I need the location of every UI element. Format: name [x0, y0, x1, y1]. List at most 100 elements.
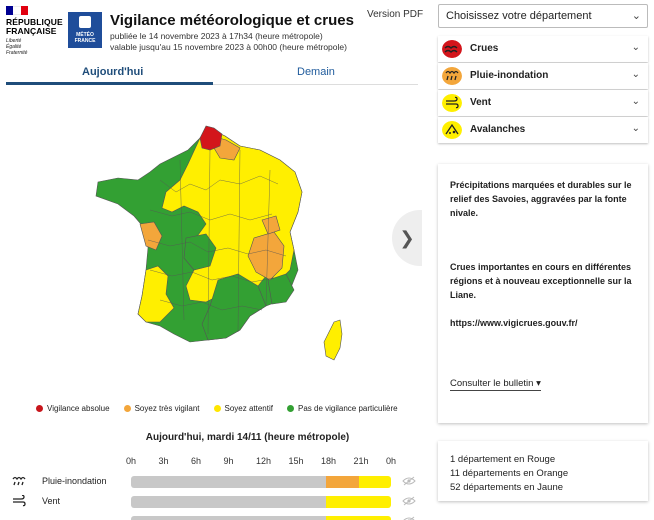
chevron-down-icon: ⌄ [631, 69, 640, 80]
bulletin-paragraph-1: Précipitations marquées et durables sur … [450, 180, 632, 218]
count-red: 1 département en Rouge [450, 454, 556, 465]
phenomenon-vent[interactable]: Vent ⌄ [438, 90, 648, 116]
tab-active-indicator [6, 82, 213, 85]
vigicrues-link[interactable]: https://www.vigicrues.gouv.fr/ [450, 318, 578, 328]
timeline-hour-label: 18h [321, 456, 337, 466]
timeline-segment [131, 476, 326, 488]
french-flag-icon [6, 6, 28, 15]
published-date: publiée le 14 novembre 2023 à 17h34 (heu… [110, 31, 323, 41]
phenomenon-label: Vent [470, 97, 492, 108]
phenomenon-crues[interactable]: Crues ⌄ [438, 36, 648, 62]
timeline-row-pluie-inondation: Pluie-inondation [0, 474, 420, 490]
timeline-segment [358, 476, 391, 488]
map-region-red[interactable] [199, 125, 223, 151]
chevron-down-icon: ⌄ [631, 123, 640, 134]
department-counts-card: 1 département en Rouge 11 départements e… [438, 441, 648, 501]
rf-motto-line-3: Fraternité [6, 50, 28, 56]
phenomenon-pluie-inondation[interactable]: Pluie-inondation ⌄ [438, 63, 648, 89]
legend-item-orange: Soyez très vigilant [123, 404, 200, 413]
vigilance-map[interactable] [90, 120, 350, 370]
legend-dot-red [36, 405, 43, 412]
legend-label: Vigilance absolue [47, 404, 110, 413]
map-region-orange-alps[interactable] [261, 215, 281, 235]
rf-logo-line-1: RÉPUBLIQUE [6, 17, 63, 27]
mf-logo-line-1: MÉTÉO [76, 32, 94, 38]
republique-francaise-logo: RÉPUBLIQUE FRANÇAISE Liberté Égalité Fra… [6, 6, 63, 56]
timeline-bar [131, 476, 391, 488]
department-select-placeholder: Choisissez votre département [446, 10, 592, 22]
legend-dot-orange [123, 405, 131, 412]
legend-item-green: Pas de vigilance particulière [286, 404, 398, 413]
timeline-row-partial [0, 514, 420, 520]
tab-today[interactable]: Aujourd'hui [82, 66, 144, 78]
page-title: Vigilance météorologique et crues [110, 12, 354, 29]
timeline-segment [131, 516, 326, 520]
timeline-bar [131, 496, 391, 508]
avalanche-icon [442, 121, 462, 139]
timeline-segment [326, 516, 391, 520]
count-orange: 11 départements en Orange [450, 468, 569, 479]
eye-slash-icon[interactable] [402, 516, 416, 520]
pdf-version-link[interactable]: Version PDF [367, 9, 424, 20]
timeline-hour-label: 12h [256, 456, 272, 466]
bulletin-summary-card: Précipitations marquées et durables sur … [438, 164, 648, 423]
department-select[interactable]: Choisissez votre département ⌄ [438, 4, 648, 28]
consult-bulletin-button[interactable]: Consulter le bulletin ▾ [450, 378, 541, 391]
rf-logo-line-2: FRANÇAISE [6, 26, 57, 36]
timeline-hour-label: 3h [158, 456, 169, 466]
phenomenon-icon [12, 515, 26, 520]
tab-tomorrow[interactable]: Demain [297, 66, 335, 78]
chevron-down-icon: ⌄ [631, 10, 641, 22]
timeline-hour-label: 6h [191, 456, 202, 466]
timeline-row-vent: Vent [0, 494, 420, 510]
rf-motto-line-1: Liberté [6, 38, 22, 44]
map-region-corsica[interactable] [323, 319, 343, 361]
chevron-down-icon: ⌄ [631, 42, 640, 53]
map-region-yellow-southwest[interactable] [137, 265, 175, 323]
next-day-button[interactable]: ❯ [392, 210, 422, 266]
timeline-hour-label: 15h [288, 456, 304, 466]
rf-motto-line-2: Égalité [6, 44, 22, 50]
crues-icon [442, 40, 462, 58]
phenomenon-label: Crues [470, 43, 499, 54]
legend-dot-yellow [213, 405, 221, 412]
legend-label: Pas de vigilance particulière [297, 404, 398, 413]
mf-logo-line-2: FRANCE [74, 38, 96, 44]
legend-label: Soyez attentif [224, 404, 273, 413]
timeline-row-label: Pluie-inondation [42, 476, 107, 486]
timeline-hour-label: 0h [386, 456, 397, 466]
legend-dot-green [286, 405, 294, 412]
wind-icon [442, 94, 462, 112]
phenomenon-avalanches[interactable]: Avalanches ⌄ [438, 117, 648, 143]
department-borders [147, 149, 287, 335]
bulletin-paragraph-2: Crues importantes en cours en différente… [450, 262, 632, 300]
rain-flood-icon [12, 476, 26, 486]
timeline-segment [131, 496, 326, 508]
chevron-down-icon: ⌄ [631, 96, 640, 107]
valid-until-date: valable jusqu'au 15 novembre 2023 à 00h0… [110, 42, 347, 52]
timeline-hour-label: 21h [353, 456, 369, 466]
legend-item-red: Vigilance absolue [36, 404, 110, 413]
wind-icon [13, 495, 26, 507]
timeline-hour-label: 9h [223, 456, 234, 466]
timeline-title: Aujourd'hui, mardi 14/11 (heure métropol… [145, 432, 350, 443]
meteo-france-emblem-icon [79, 16, 91, 28]
timeline-hour-label: 0h [126, 456, 137, 466]
timeline-segment [326, 496, 391, 508]
timeline-row-label: Vent [42, 496, 61, 506]
phenomenon-label: Avalanches [470, 124, 526, 135]
map-legend: Vigilance absolue Soyez très vigilant So… [36, 404, 398, 413]
phenomenon-label: Pluie-inondation [470, 70, 549, 81]
map-region-green-alps[interactable] [267, 273, 295, 305]
legend-item-yellow: Soyez attentif [213, 404, 273, 413]
chevron-right-icon: ❯ [399, 227, 415, 248]
timeline-bar [131, 516, 391, 520]
count-yellow: 52 départements en Jaune [450, 482, 564, 493]
rain-flood-icon [442, 67, 462, 85]
legend-label: Soyez très vigilant [134, 404, 200, 413]
rf-motto: Liberté Égalité Fraternité [6, 38, 62, 56]
timeline-segment [326, 476, 359, 488]
eye-slash-icon[interactable] [402, 496, 416, 506]
map-region-orange-east[interactable] [247, 231, 285, 281]
eye-slash-icon[interactable] [402, 476, 416, 486]
